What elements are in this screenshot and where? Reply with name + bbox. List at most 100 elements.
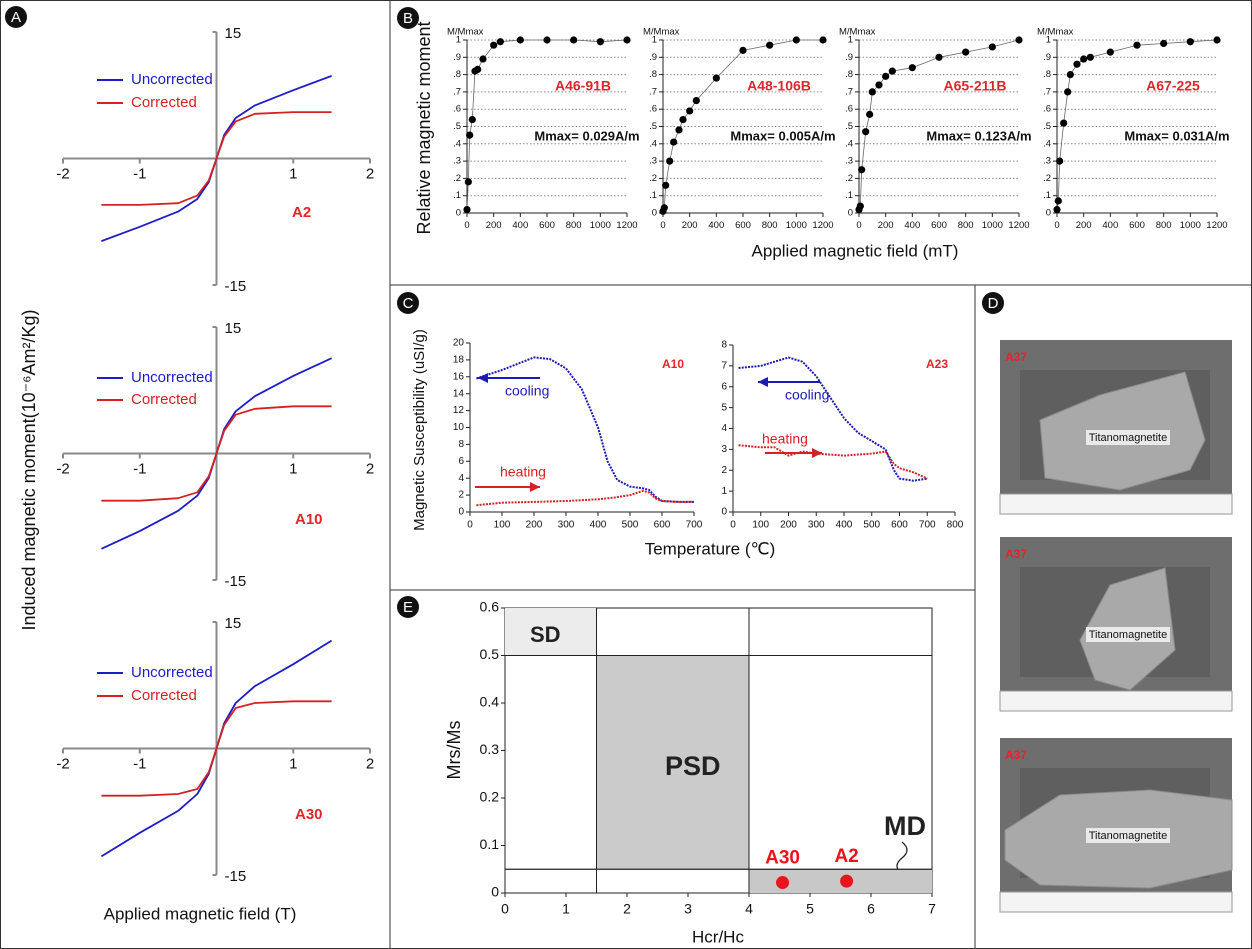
point: [856, 202, 864, 210]
x-tick-label: 800: [958, 220, 974, 231]
x-tick-label: 1000: [590, 220, 611, 231]
panel-label: A: [11, 9, 21, 26]
legend-label: Uncorrected: [131, 664, 213, 681]
point: [466, 131, 474, 139]
y-tick-label: .4: [453, 138, 461, 149]
y-tick-label: 15: [225, 25, 242, 42]
y-tick-label: 3: [721, 444, 727, 455]
y-tick-label: 18: [453, 355, 465, 366]
x-tick-label: 1: [562, 901, 570, 917]
x-tick-label: 200: [682, 220, 698, 231]
y-tick-label: 0: [456, 208, 461, 219]
y-tick-label: .2: [453, 173, 461, 184]
point: [675, 126, 683, 134]
point: [908, 64, 916, 72]
point: [792, 36, 800, 44]
point: [962, 48, 970, 56]
sample-label: A30: [295, 806, 323, 823]
sample-label: A10: [662, 357, 684, 371]
series-line: [101, 700, 332, 797]
x-tick-label: 2: [623, 901, 631, 917]
sample-label: A65-211B: [943, 78, 1006, 94]
series-line: [101, 405, 332, 502]
region: [596, 655, 749, 870]
sample-label: A10: [295, 511, 323, 528]
point: [888, 67, 896, 75]
legend-label: Corrected: [131, 687, 197, 704]
y-tick-label: 6: [458, 456, 464, 467]
y-tick-label: 7: [721, 361, 727, 372]
y-tick-label: 0: [491, 884, 499, 900]
x-tick-label: 1200: [1206, 220, 1227, 231]
x-tick-label: 1: [289, 165, 297, 182]
panel-badge: [397, 596, 419, 618]
x-tick-label: 200: [780, 520, 797, 531]
y-tick-label: 0.5: [480, 646, 500, 662]
x-tick-label: 2: [366, 165, 374, 182]
point: [1054, 197, 1062, 205]
y-tick-label: 16: [453, 371, 465, 382]
mineral-label-bg: [1086, 430, 1170, 445]
point: [596, 38, 604, 46]
y-tick-label: .6: [845, 104, 853, 115]
panel-label: C: [403, 295, 414, 312]
point: [868, 88, 876, 96]
x-tick-label: 500: [863, 520, 880, 531]
x-tick-label: 400: [1102, 220, 1118, 231]
y-tick-label: 10: [453, 422, 465, 433]
series-line: [476, 489, 694, 507]
point: [463, 205, 471, 214]
point: [840, 874, 854, 888]
y-tick-label: .3: [1043, 156, 1051, 167]
point: [662, 181, 670, 189]
point: [882, 72, 890, 80]
y-tick-label: .8: [1043, 69, 1051, 80]
y-tick-label: .7: [649, 86, 657, 97]
x-tick-label: -1: [133, 755, 146, 772]
x-tick-label: 200: [878, 220, 894, 231]
mineral-label-bg: [1086, 627, 1170, 642]
point: [679, 115, 687, 124]
y-tick-label: .9: [453, 52, 461, 63]
mmax-note: Mmax= 0.031A/m: [1124, 128, 1229, 143]
mineral-label-bg: [1086, 828, 1170, 843]
y-tick-label: .4: [845, 138, 853, 149]
series-line: [662, 39, 823, 212]
y-tick-label: .9: [845, 52, 853, 63]
x-tick-label: 1200: [1008, 220, 1029, 231]
region-label: MD: [884, 811, 926, 841]
mineral-label: Titanomagnetite: [1089, 432, 1167, 444]
x-tick-label: 0: [1054, 220, 1059, 231]
point: [1056, 157, 1064, 165]
y-tick-label: .2: [845, 173, 853, 184]
mmax-note: Mmax= 0.029A/m: [534, 128, 639, 143]
y-tick-label: 0.6: [480, 599, 500, 615]
x-tick-label: -2: [56, 460, 69, 477]
y-tick-label: .5: [453, 121, 461, 132]
x-tick-label: 1000: [786, 220, 807, 231]
x-tick-label: 600: [931, 220, 947, 231]
y-tick-label: 20: [453, 338, 465, 349]
y-tick-label: 4: [458, 473, 464, 484]
y-tick-label: 1: [1046, 35, 1051, 46]
panel-badge: [397, 7, 419, 29]
y-tick-label: 0: [848, 208, 853, 219]
x-tick-label: -1: [133, 460, 146, 477]
point: [516, 36, 524, 44]
region-label: PSD: [665, 751, 721, 781]
point: [1213, 36, 1221, 44]
x-tick-label: 300: [558, 520, 575, 531]
series-line: [738, 356, 928, 482]
x-tick-label: 700: [919, 520, 936, 531]
point: [1066, 71, 1074, 79]
legend-label: Corrected: [131, 94, 197, 111]
point: [1060, 119, 1068, 127]
point-label: A2: [834, 846, 858, 867]
x-tick-label: 400: [904, 220, 920, 231]
x-tick-label: 800: [566, 220, 582, 231]
x-tick-label: 1200: [812, 220, 833, 231]
x-tick-label: 100: [752, 520, 769, 531]
y-tick-label: .5: [1043, 121, 1051, 132]
sample-label: A37: [1005, 748, 1027, 762]
y-tick-label: .8: [649, 69, 657, 80]
